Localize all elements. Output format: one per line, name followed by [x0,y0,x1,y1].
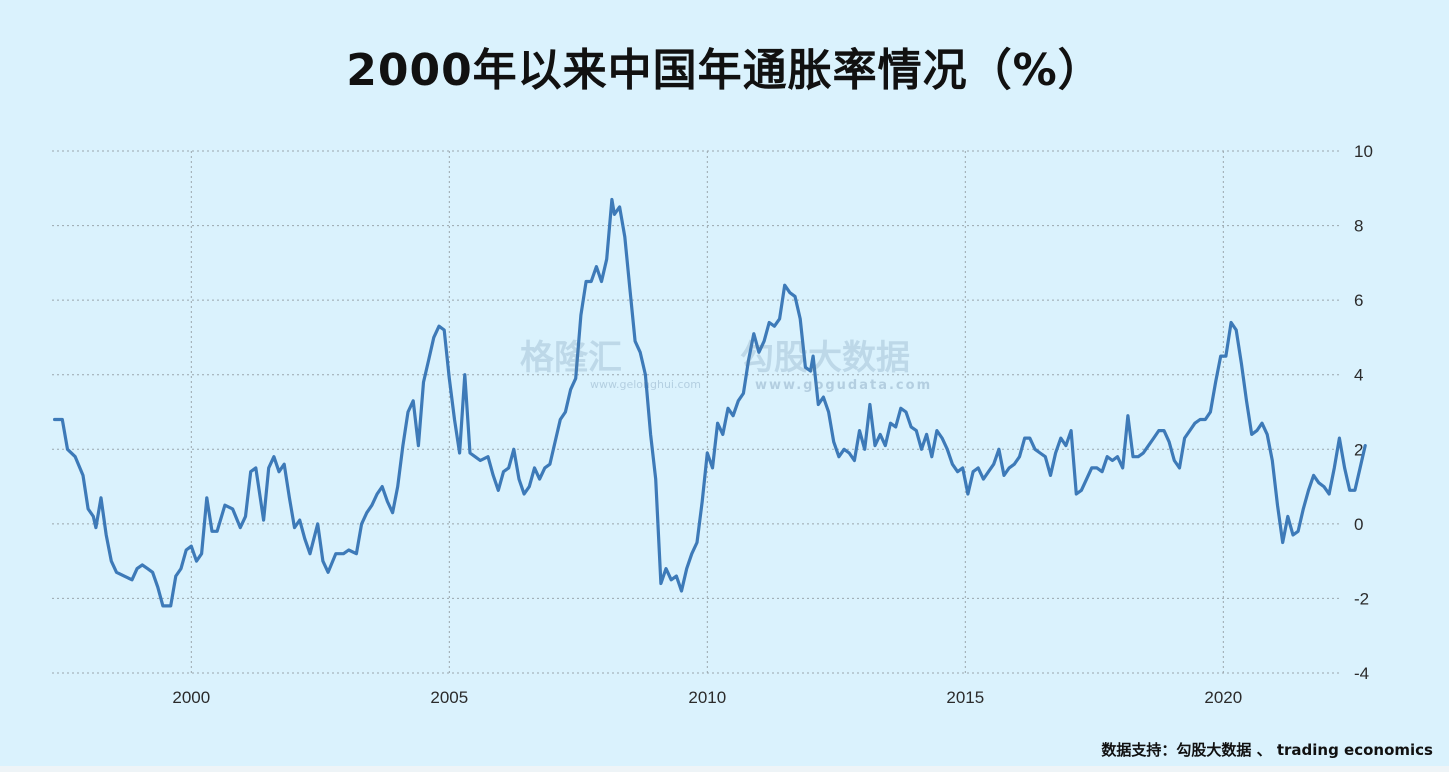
y-tick-label: 4 [1354,366,1363,385]
bottom-strip [0,766,1449,772]
points-layer [54,199,1366,607]
tick-layer: -4 -2 0 2 4 6 8 10 2000 2005 2010 2015 2020 [172,142,1373,707]
grid-layer [52,150,1342,674]
x-tick-label: 2000 [172,688,210,707]
chart-title: 2000年以来中国年通胀率情况（%） [346,45,1103,96]
watermark-brand: 勾股大数据 [740,338,910,378]
y-tick-label: 8 [1354,217,1363,236]
y-tick-label: 6 [1354,291,1363,310]
y-tick-label: 0 [1354,515,1363,534]
y-tick-label: -4 [1354,664,1369,683]
y-tick-label: -2 [1354,589,1369,608]
source-note: 数据支持：勾股大数据 、 trading economics [1101,741,1433,759]
inflation-series-line [53,197,1367,608]
x-tick-label: 2020 [1204,688,1242,707]
y-tick-label: 2 [1354,440,1363,459]
x-tick-label: 2005 [430,688,468,707]
watermark-logo: 格隆汇 [520,338,622,378]
y-tick-label: 10 [1354,142,1373,161]
x-tick-label: 2015 [946,688,984,707]
watermark-brand-url: www.gogudata.com [755,378,933,393]
watermark-logo-url: www.gelonghui.com [590,378,701,391]
x-tick-label: 2010 [688,688,726,707]
